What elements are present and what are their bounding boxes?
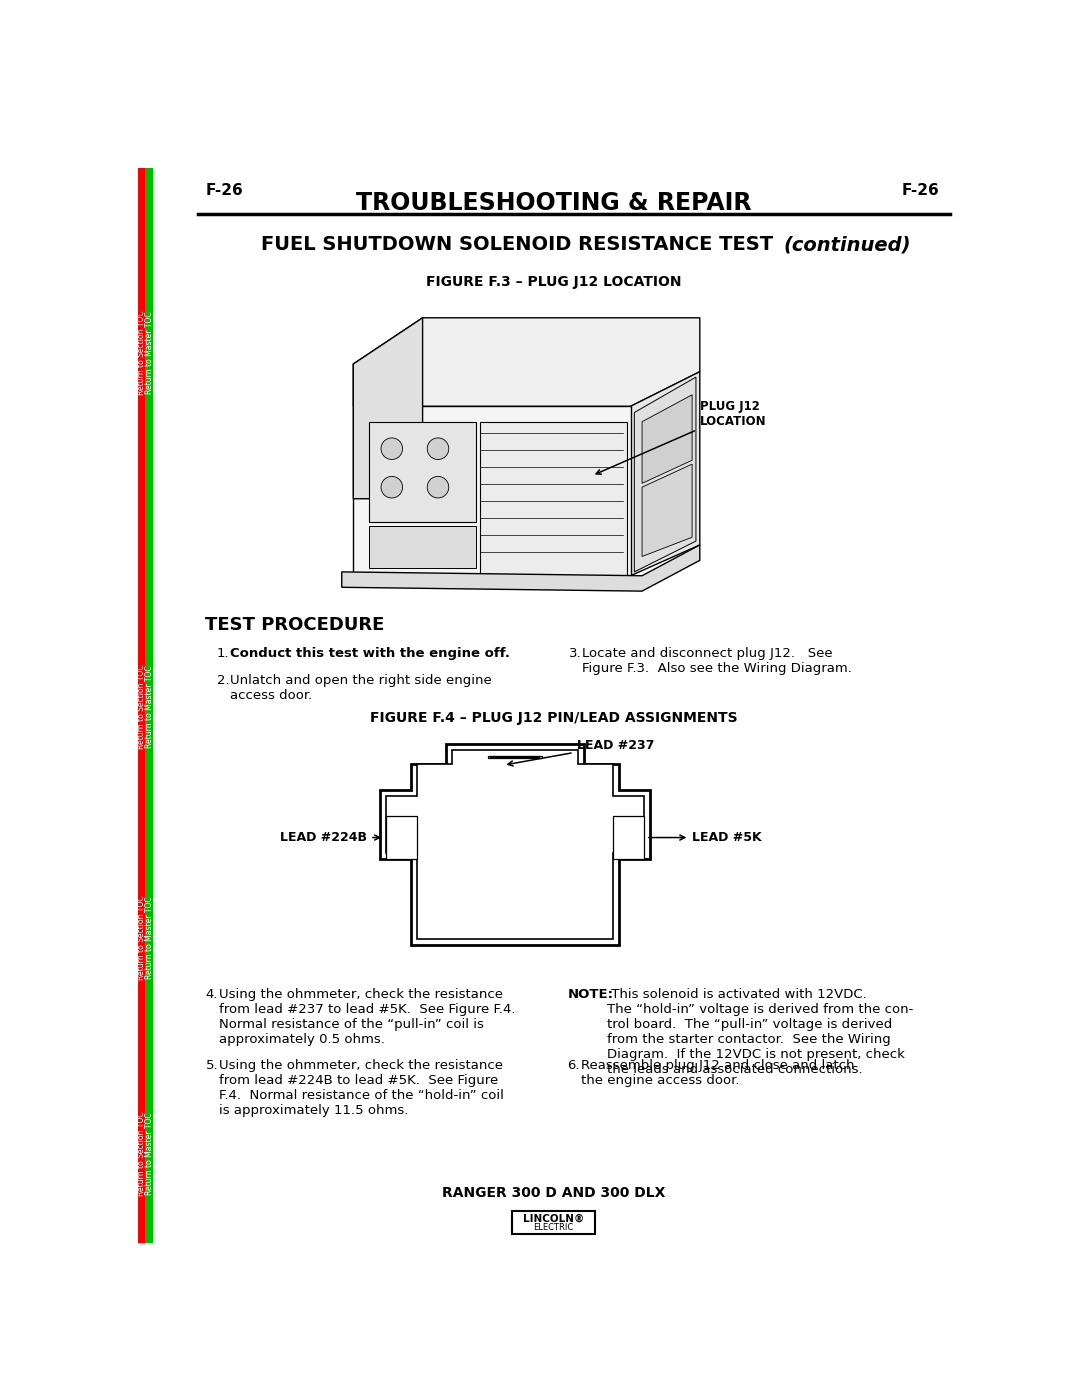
Text: LEAD #5K: LEAD #5K (649, 831, 761, 844)
Text: This solenoid is activated with 12VDC.
The “hold-in” voltage is derived from the: This solenoid is activated with 12VDC. T… (607, 988, 914, 1076)
Text: Return to Section TOC: Return to Section TOC (137, 1111, 146, 1196)
Text: Reassemble plug J12 and close and latch
the engine access door.: Reassemble plug J12 and close and latch … (581, 1059, 854, 1087)
Polygon shape (631, 372, 700, 576)
Polygon shape (353, 317, 700, 407)
Polygon shape (634, 377, 696, 571)
Text: Return to Section TOC: Return to Section TOC (137, 895, 146, 979)
Polygon shape (488, 756, 542, 759)
Text: NOTE:: NOTE: (567, 988, 613, 1000)
Text: 1.: 1. (217, 647, 230, 659)
Text: TROUBLESHOOTING & REPAIR: TROUBLESHOOTING & REPAIR (355, 191, 752, 215)
Polygon shape (387, 750, 644, 939)
Polygon shape (612, 816, 644, 859)
Text: LINCOLN®: LINCOLN® (523, 1214, 584, 1224)
Polygon shape (481, 422, 626, 576)
Bar (146, 168, 153, 1243)
Circle shape (381, 476, 403, 497)
Polygon shape (341, 545, 700, 591)
Text: TEST PROCEDURE: TEST PROCEDURE (205, 616, 384, 634)
Text: FIGURE F.4 – PLUG J12 PIN/LEAD ASSIGNMENTS: FIGURE F.4 – PLUG J12 PIN/LEAD ASSIGNMEN… (369, 711, 738, 725)
Text: F-26: F-26 (902, 183, 940, 198)
Text: (continued): (continued) (784, 235, 912, 254)
Text: Return to Master TOC: Return to Master TOC (145, 312, 153, 394)
Text: 5.: 5. (205, 1059, 218, 1071)
Circle shape (428, 476, 449, 497)
Text: FUEL SHUTDOWN SOLENOID RESISTANCE TEST: FUEL SHUTDOWN SOLENOID RESISTANCE TEST (261, 235, 773, 254)
Text: Return to Master TOC: Return to Master TOC (145, 897, 153, 979)
Text: Conduct this test with the engine off.: Conduct this test with the engine off. (230, 647, 510, 659)
Text: 2.: 2. (217, 675, 230, 687)
Text: PLUG J12
LOCATION: PLUG J12 LOCATION (596, 400, 767, 474)
Text: Locate and disconnect plug J12.   See
Figure F.3.  Also see the Wiring Diagram.: Locate and disconnect plug J12. See Figu… (582, 647, 852, 675)
Text: Return to Master TOC: Return to Master TOC (145, 1112, 153, 1194)
Text: LEAD #224B: LEAD #224B (280, 831, 379, 844)
Text: Return to Section TOC: Return to Section TOC (137, 310, 146, 395)
Polygon shape (642, 395, 692, 483)
Polygon shape (380, 743, 650, 946)
Text: Using the ohmmeter, check the resistance
from lead #224B to lead #5K.  See Figur: Using the ohmmeter, check the resistance… (219, 1059, 504, 1116)
Text: Return to Master TOC: Return to Master TOC (145, 665, 153, 747)
Polygon shape (368, 422, 476, 522)
Bar (138, 168, 146, 1243)
Text: LEAD #237: LEAD #237 (508, 739, 654, 766)
Polygon shape (368, 525, 476, 569)
Circle shape (428, 437, 449, 460)
Text: Using the ohmmeter, check the resistance
from lead #237 to lead #5K.  See Figure: Using the ohmmeter, check the resistance… (219, 988, 516, 1046)
Text: ELECTRIC: ELECTRIC (534, 1222, 573, 1232)
Text: F-26: F-26 (205, 183, 243, 198)
Text: Unlatch and open the right side engine
access door.: Unlatch and open the right side engine a… (230, 675, 491, 703)
Text: 3.: 3. (569, 647, 581, 659)
Text: FIGURE F.3 – PLUG J12 LOCATION: FIGURE F.3 – PLUG J12 LOCATION (426, 275, 681, 289)
Text: 4.: 4. (205, 988, 218, 1000)
Text: 6.: 6. (567, 1059, 580, 1071)
Polygon shape (387, 816, 417, 859)
Text: RANGER 300 D AND 300 DLX: RANGER 300 D AND 300 DLX (442, 1186, 665, 1200)
Polygon shape (353, 407, 631, 576)
Text: Return to Section TOC: Return to Section TOC (137, 665, 146, 749)
Bar (512, 1211, 595, 1234)
Polygon shape (642, 464, 692, 556)
Polygon shape (353, 317, 422, 499)
Circle shape (381, 437, 403, 460)
